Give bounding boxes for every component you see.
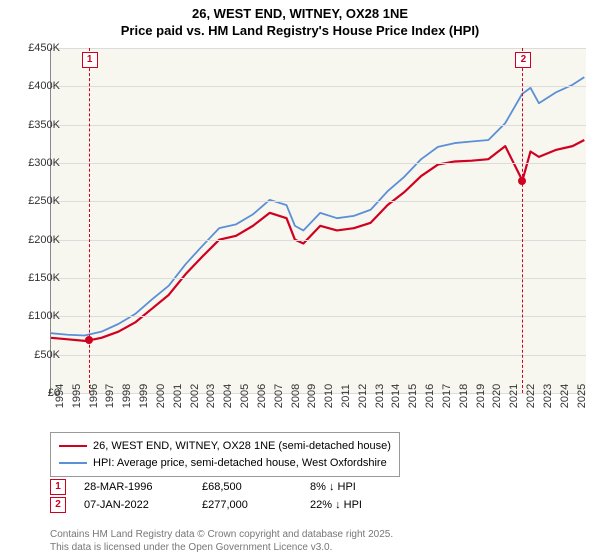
table-date: 07-JAN-2022	[84, 499, 184, 511]
table-row: 2 07-JAN-2022 £277,000 22% ↓ HPI	[50, 496, 410, 514]
legend-swatch	[59, 462, 87, 464]
title-block: 26, WEST END, WITNEY, OX28 1NE Price pai…	[0, 0, 600, 40]
x-tick-label: 2000	[155, 384, 167, 408]
marker-dot-1	[85, 336, 93, 344]
table-marker: 2	[50, 497, 66, 513]
x-tick-label: 2012	[357, 384, 369, 408]
table-price: £68,500	[202, 481, 292, 493]
table-pct: 8% ↓ HPI	[310, 481, 410, 493]
x-tick-label: 2018	[458, 384, 470, 408]
title-line2: Price paid vs. HM Land Registry's House …	[0, 23, 600, 40]
title-line1: 26, WEST END, WITNEY, OX28 1NE	[0, 6, 600, 23]
x-tick-label: 1994	[54, 384, 66, 408]
x-tick-label: 2009	[306, 384, 318, 408]
y-tick-label: £250K	[28, 195, 60, 207]
x-tick-label: 2007	[273, 384, 285, 408]
marker-box-2: 2	[515, 52, 531, 68]
y-tick-label: £350K	[28, 119, 60, 131]
table-marker: 1	[50, 479, 66, 495]
x-tick-label: 2021	[508, 384, 520, 408]
x-tick-label: 1995	[71, 384, 83, 408]
legend: 26, WEST END, WITNEY, OX28 1NE (semi-det…	[50, 432, 400, 477]
x-tick-label: 2006	[256, 384, 268, 408]
y-tick-label: £400K	[28, 80, 60, 92]
table-pct: 22% ↓ HPI	[310, 499, 410, 511]
x-tick-label: 2004	[222, 384, 234, 408]
x-tick-label: 2001	[172, 384, 184, 408]
table-date: 28-MAR-1996	[84, 481, 184, 493]
x-tick-label: 2022	[525, 384, 537, 408]
marker-line-2	[522, 48, 523, 393]
table-row: 1 28-MAR-1996 £68,500 8% ↓ HPI	[50, 478, 410, 496]
footer-line1: Contains HM Land Registry data © Crown c…	[50, 529, 393, 542]
x-tick-label: 1998	[121, 384, 133, 408]
legend-row: HPI: Average price, semi-detached house,…	[59, 455, 391, 472]
legend-row: 26, WEST END, WITNEY, OX28 1NE (semi-det…	[59, 438, 391, 455]
x-tick-label: 2010	[323, 384, 335, 408]
y-tick-label: £450K	[28, 42, 60, 54]
x-tick-label: 2019	[475, 384, 487, 408]
legend-label: HPI: Average price, semi-detached house,…	[93, 455, 387, 472]
legend-label: 26, WEST END, WITNEY, OX28 1NE (semi-det…	[93, 438, 391, 455]
marker-box-1: 1	[82, 52, 98, 68]
x-tick-label: 1999	[138, 384, 150, 408]
x-tick-label: 2023	[542, 384, 554, 408]
y-tick-label: £150K	[28, 272, 60, 284]
x-tick-label: 2025	[576, 384, 588, 408]
marker-dot-2	[518, 177, 526, 185]
legend-swatch	[59, 445, 87, 447]
series-hpi	[51, 77, 584, 335]
x-tick-label: 2008	[290, 384, 302, 408]
y-tick-label: £300K	[28, 157, 60, 169]
sales-table: 1 28-MAR-1996 £68,500 8% ↓ HPI 2 07-JAN-2022 £…	[50, 478, 410, 514]
x-tick-label: 2003	[205, 384, 217, 408]
y-tick-label: £50K	[34, 349, 60, 361]
footer-line2: This data is licensed under the Open Gov…	[50, 542, 393, 555]
x-tick-label: 1996	[88, 384, 100, 408]
x-tick-label: 2013	[374, 384, 386, 408]
footer: Contains HM Land Registry data © Crown c…	[50, 529, 393, 554]
chart-container: 26, WEST END, WITNEY, OX28 1NE Price pai…	[0, 0, 600, 560]
x-tick-label: 2005	[239, 384, 251, 408]
x-tick-label: 2017	[441, 384, 453, 408]
plot-area: 12	[50, 48, 586, 394]
x-tick-label: 2016	[424, 384, 436, 408]
x-tick-label: 2024	[559, 384, 571, 408]
x-tick-label: 2002	[189, 384, 201, 408]
x-tick-label: 1997	[104, 384, 116, 408]
y-tick-label: £100K	[28, 310, 60, 322]
x-tick-label: 2011	[340, 384, 352, 408]
x-tick-label: 2015	[407, 384, 419, 408]
line-series-svg	[51, 48, 586, 393]
table-price: £277,000	[202, 499, 292, 511]
x-tick-label: 2014	[390, 384, 402, 408]
y-tick-label: £200K	[28, 234, 60, 246]
x-tick-label: 2020	[491, 384, 503, 408]
